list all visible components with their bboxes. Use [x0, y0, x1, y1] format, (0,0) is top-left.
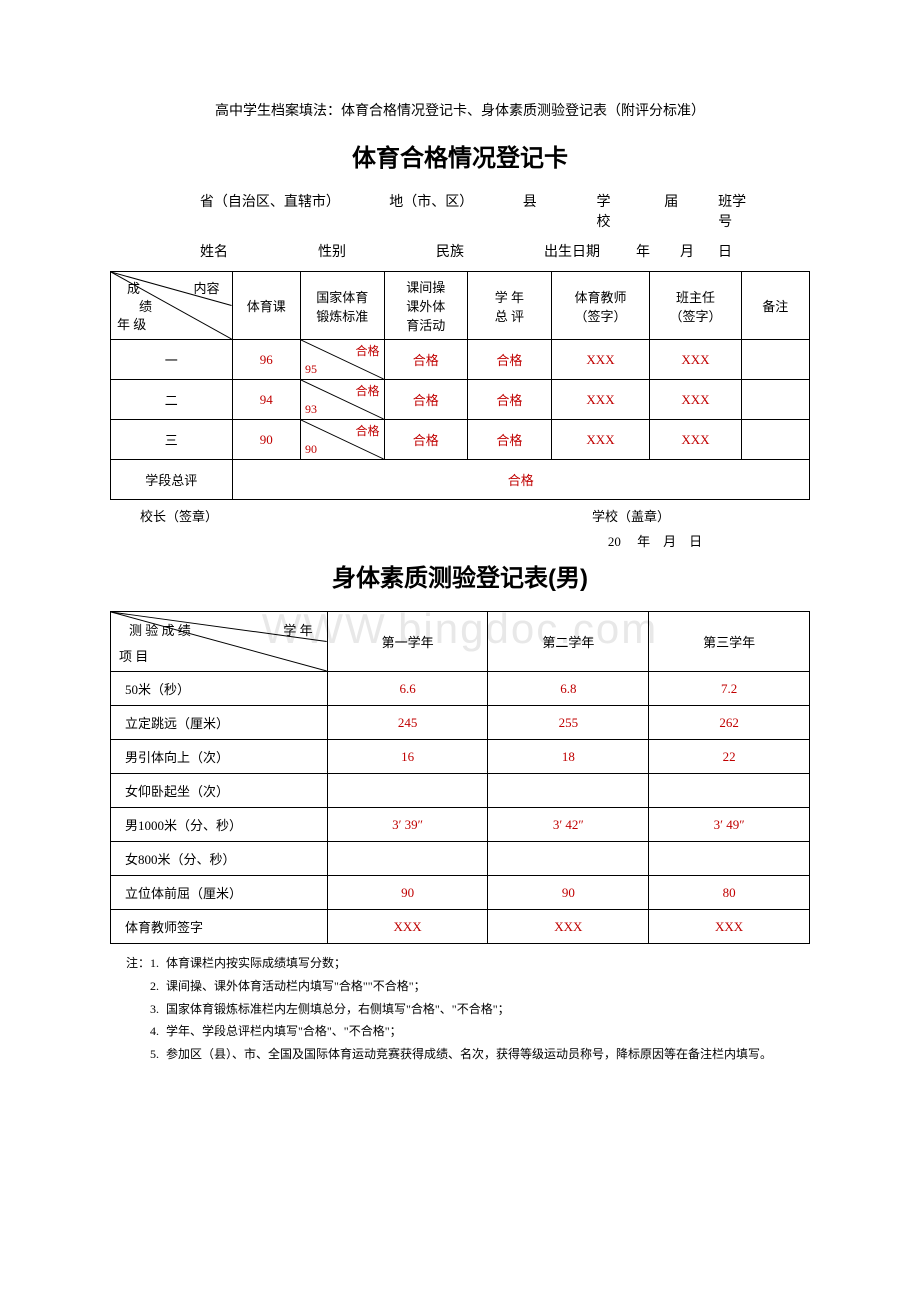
t2-diagonal-header: 测 验 成 绩 学 年 项 目: [111, 612, 328, 672]
title-2: 身体素质测验登记表(男): [110, 558, 810, 593]
info-birth: 出生日期: [544, 241, 600, 261]
info-period: 届: [664, 191, 678, 231]
t1-h-std: 国家体育锻炼标准: [300, 272, 384, 340]
info-line-1: 省（自治区、直辖市） 地（市、区） 县 学校 届 班学号: [110, 191, 810, 231]
t1-h-head: 班主任（签字）: [650, 272, 741, 340]
t2-h-y1: 第一学年: [327, 612, 488, 672]
t1-diagonal-header: 成 内容 绩 年 级: [111, 272, 233, 340]
principal-sig: 校长（签章）: [140, 506, 218, 525]
info-county: 县: [523, 191, 537, 231]
info-school: 学校: [597, 191, 625, 231]
school-seal: 学校（盖章）: [592, 506, 800, 525]
table-row: 女800米（分、秒）: [111, 842, 810, 876]
info-m: 月: [680, 241, 694, 261]
title-1: 体育合格情况登记卡: [110, 138, 810, 173]
info-ethnic: 民族: [436, 241, 464, 261]
t1-h-pe: 体育课: [232, 272, 300, 340]
t1-h-remark: 备注: [741, 272, 809, 340]
signature-row: 校长（签章） 学校（盖章）: [110, 500, 810, 531]
table-row: 体育教师签字XXXXXXXXX: [111, 910, 810, 944]
table-row: 男1000米（分、秒）3′ 39″3′ 42″3′ 49″: [111, 808, 810, 842]
table-row: 一 96 合格95 合格 合格 XXX XXX: [111, 340, 810, 380]
table-row: 50米（秒）6.66.87.2: [111, 672, 810, 706]
info-line-2: 姓名 性别 民族 出生日期 年 月 日: [110, 241, 810, 261]
t1-h-eval: 学 年总 评: [468, 272, 552, 340]
table-row: 立位体前屈（厘米）909080: [111, 876, 810, 910]
info-region: 省（自治区、直辖市）: [200, 191, 340, 231]
table-row: 立定跳远（厘米）245255262: [111, 706, 810, 740]
info-gender: 性别: [318, 241, 346, 261]
table-row: 男引体向上（次）161822: [111, 740, 810, 774]
table-physical-test: 测 验 成 绩 学 年 项 目 第一学年 第二学年 第三学年 50米（秒）6.6…: [110, 611, 810, 944]
t1-h-teacher: 体育教师（签字）: [551, 272, 650, 340]
t2-h-y3: 第三学年: [649, 612, 810, 672]
t1-h-act: 课间操课外体育活动: [384, 272, 468, 340]
document-subtitle: 高中学生档案填法：体育合格情况登记卡、身体素质测验登记表（附评分标准）: [110, 100, 810, 120]
table-row: 女仰卧起坐（次）: [111, 774, 810, 808]
table-row: 三 90 合格90 合格 合格 XXX XXX: [111, 420, 810, 460]
table-row: 二 94 合格93 合格 合格 XXX XXX: [111, 380, 810, 420]
info-name: 姓名: [200, 241, 228, 261]
info-city: 地（市、区）: [389, 191, 473, 231]
date-row: 20 年 月 日: [110, 531, 810, 550]
notes-section: 注：1. 体育课栏内按实际成绩填写分数； 2. 课间操、课外体育活动栏内填写"合…: [110, 952, 810, 1066]
info-y: 年: [636, 241, 650, 261]
info-d: 日: [718, 241, 732, 261]
t2-h-y2: 第二学年: [488, 612, 649, 672]
table-row-summary: 学段总评 合格: [111, 460, 810, 500]
table-pe-qualification: 成 内容 绩 年 级 体育课 国家体育锻炼标准 课间操课外体育活动 学 年总 评…: [110, 271, 810, 500]
info-classno: 班学号: [718, 191, 760, 231]
